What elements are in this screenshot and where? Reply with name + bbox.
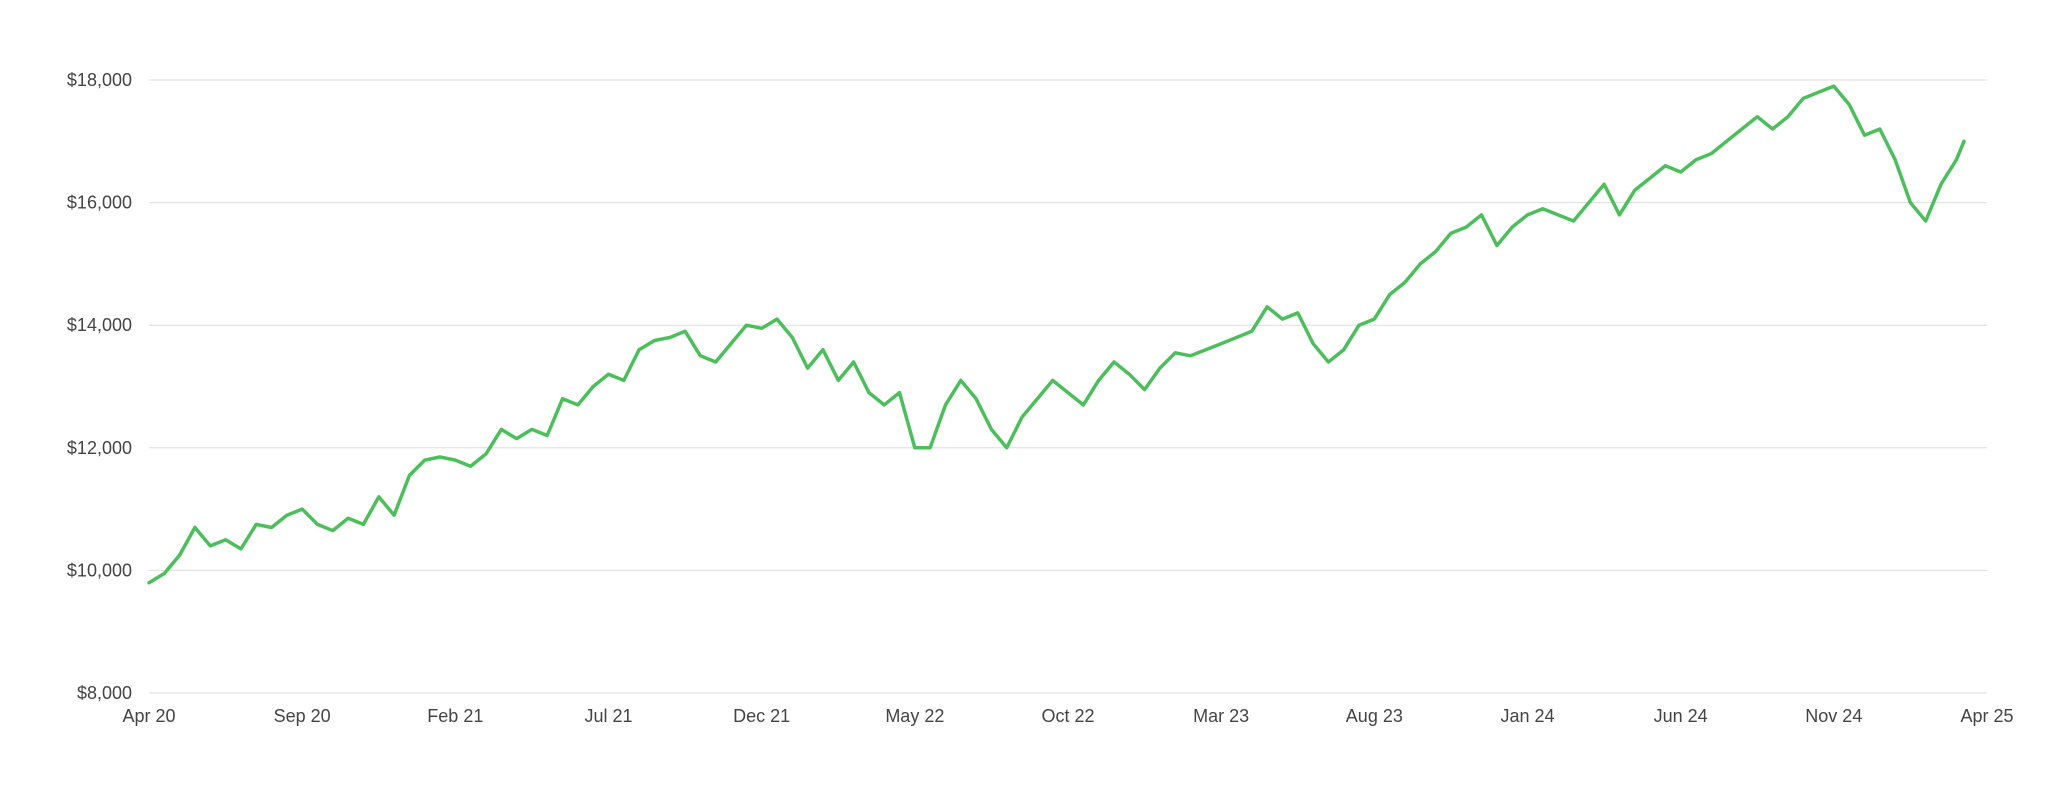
x-tick-label: Oct 22 (1041, 706, 1094, 726)
x-tick-label: Jan 24 (1500, 706, 1554, 726)
x-tick-label: Apr 25 (1960, 706, 2013, 726)
portfolio-value-line (147, 84, 1966, 585)
x-tick-label: Dec 21 (733, 706, 790, 726)
y-tick-label: $14,000 (67, 315, 132, 335)
x-tick-label: Mar 23 (1193, 706, 1249, 726)
x-tick-label: Feb 21 (427, 706, 483, 726)
y-tick-label: $12,000 (67, 438, 132, 458)
y-tick-label: $18,000 (67, 70, 132, 90)
x-tick-label: Jul 21 (584, 706, 632, 726)
y-axis-tick-labels: $8,000 $10,000 $12,000 $14,000 $16,000 $18,00… (67, 70, 132, 703)
y-tick-label: $8,000 (77, 683, 132, 703)
gridlines (149, 79, 1987, 694)
y-tick-label: $10,000 (67, 560, 132, 580)
x-axis-tick-labels: Apr 20 Sep 20 Feb 21 Jul 21 Dec 21 May 22 Oct … (122, 706, 2013, 726)
x-tick-label: May 22 (885, 706, 944, 726)
x-tick-label: Sep 20 (274, 706, 331, 726)
x-tick-label: Aug 23 (1346, 706, 1403, 726)
x-tick-label: Nov 24 (1805, 706, 1862, 726)
x-tick-label: Jun 24 (1654, 706, 1708, 726)
y-tick-label: $16,000 (67, 193, 132, 213)
x-tick-label: Apr 20 (122, 706, 175, 726)
